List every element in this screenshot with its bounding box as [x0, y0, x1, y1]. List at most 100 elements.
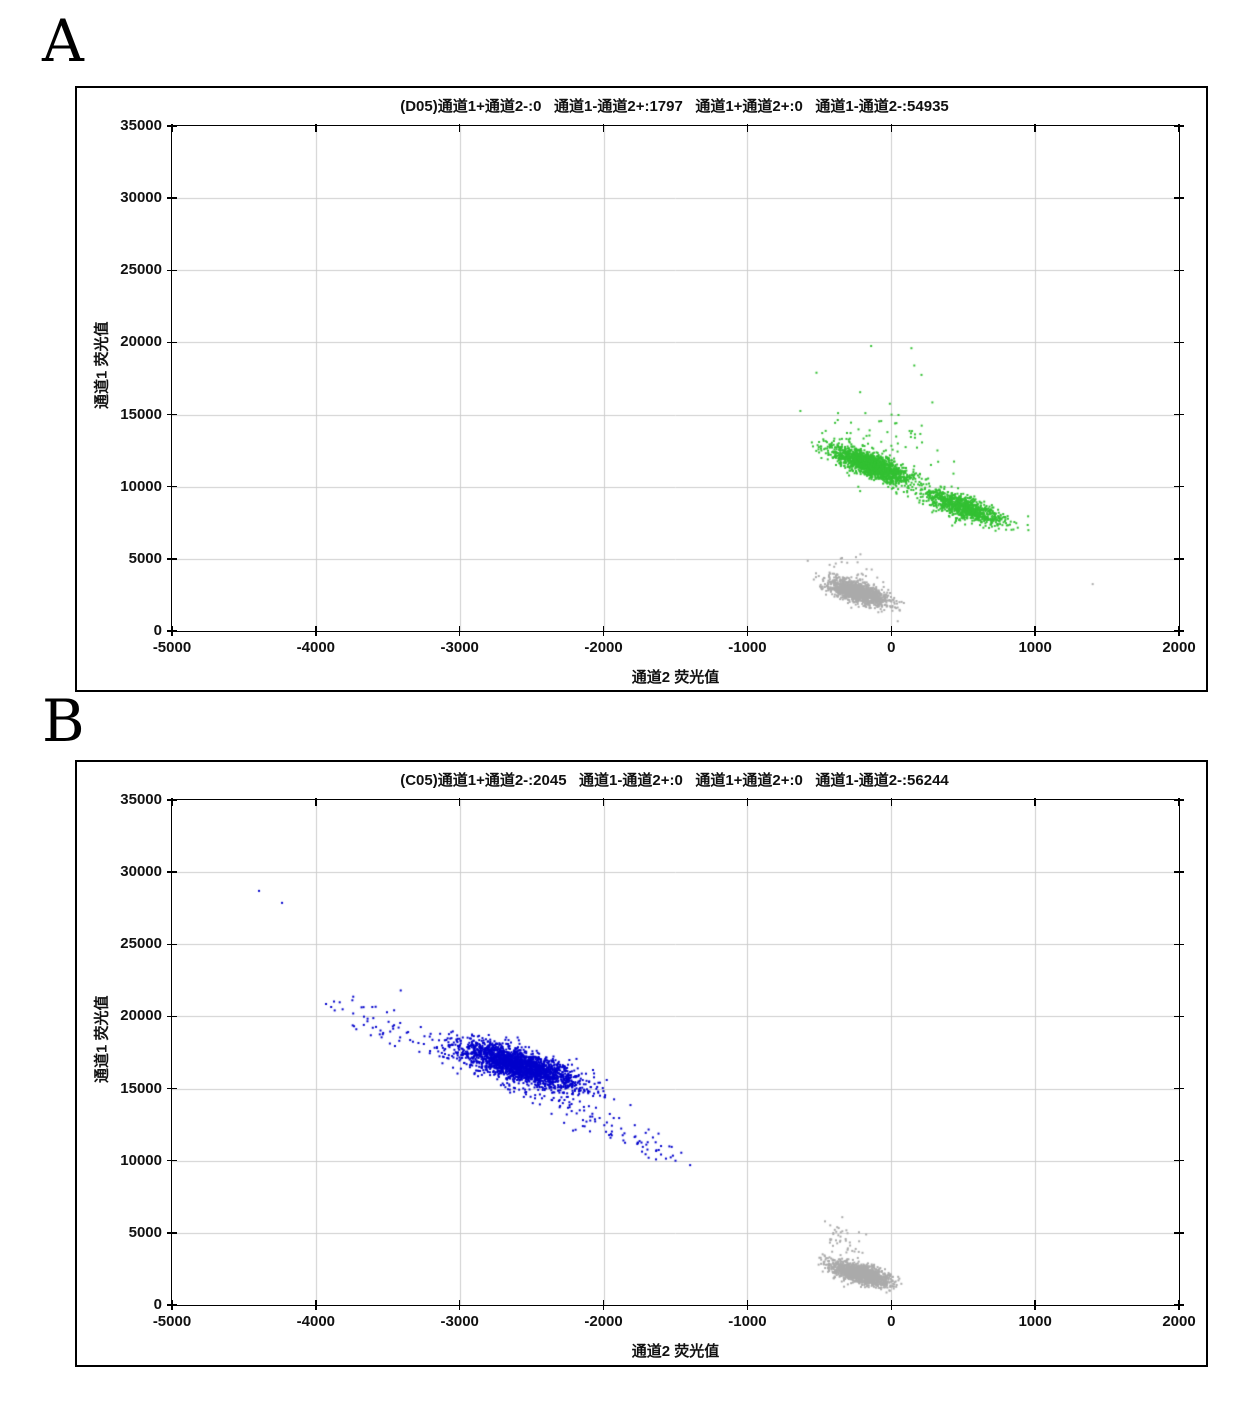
x-tick-label: -5000 [152, 1313, 192, 1330]
x-tick-label: -4000 [296, 639, 336, 656]
x-tick-mark-top [171, 798, 173, 806]
y-tick-mark-right [1174, 1087, 1184, 1090]
x-tick-label: -2000 [584, 1313, 623, 1330]
x-tick-mark [1034, 1300, 1036, 1310]
scatter-canvas-a [172, 126, 1179, 631]
scatter-panel-b: (C05)通道1+通道2-:2045 通道1-通道2+:0 通道1+通道2+:0… [75, 760, 1208, 1367]
x-tick-mark [746, 626, 749, 636]
x-tick-label: 1000 [1018, 1313, 1052, 1330]
y-tick-mark-right [1174, 485, 1184, 488]
x-tick-mark-top [602, 798, 605, 806]
x-tick-mark [315, 626, 317, 636]
y-tick-mark [167, 341, 177, 344]
y-tick-label: 5000 [128, 549, 162, 567]
y-tick-mark-right [1174, 871, 1184, 873]
x-tick-mark [890, 626, 893, 636]
y-tick-mark [167, 1304, 177, 1306]
y-tick-mark-right [1174, 269, 1184, 272]
y-tick-label: 0 [153, 1296, 162, 1313]
panel-a-letter: A [42, 7, 84, 75]
y-tick-mark-right [1174, 1232, 1184, 1234]
x-tick-mark [315, 1300, 317, 1310]
x-tick-mark [458, 1300, 461, 1310]
y-tick-mark [167, 799, 177, 801]
y-tick-mark [167, 485, 177, 488]
x-tick-mark-top [1178, 798, 1180, 806]
y-tick-mark [167, 1232, 177, 1234]
x-tick-mark-top [890, 124, 893, 132]
x-tick-label: -5000 [152, 639, 192, 656]
x-tick-mark-top [1034, 798, 1036, 806]
y-tick-mark-right [1174, 197, 1184, 199]
y-tick-label: 10000 [120, 1151, 162, 1169]
y-tick-mark-right [1174, 630, 1184, 632]
y-tick-mark [167, 413, 177, 416]
x-tick-mark [602, 1300, 605, 1310]
x-tick-label: -1000 [728, 1313, 767, 1330]
chart-title-b: (C05)通道1+通道2-:2045 通道1-通道2+:0 通道1+通道2+:0… [400, 772, 949, 789]
x-tick-label: 2000 [1162, 1313, 1196, 1330]
y-tick-mark [167, 1015, 177, 1018]
y-tick-label: 25000 [120, 935, 162, 953]
x-tick-mark-top [458, 798, 461, 806]
x-tick-mark-top [746, 124, 749, 132]
y-axis-label-a: 通道1 荧光值 [93, 320, 111, 409]
chart-title-a: (D05)通道1+通道2-:0 通道1-通道2+:1797 通道1+通道2+:0… [400, 98, 949, 115]
y-tick-mark [167, 1159, 177, 1162]
x-axis-label-a: 通道2 荧光值 [631, 669, 720, 686]
y-tick-label: 15000 [120, 405, 162, 423]
x-tick-mark-top [458, 124, 461, 132]
x-tick-mark-top [602, 124, 605, 132]
x-tick-mark-top [890, 798, 893, 806]
y-tick-label: 20000 [120, 333, 162, 351]
x-tick-mark [458, 626, 461, 636]
x-tick-label: -3000 [440, 1313, 479, 1330]
x-tick-mark [1034, 626, 1036, 636]
y-tick-mark [167, 197, 177, 199]
x-tick-label: 1000 [1018, 639, 1052, 656]
y-tick-label: 20000 [120, 1007, 162, 1025]
x-tick-mark-top [171, 124, 173, 132]
panel-b-letter: B [42, 687, 85, 755]
y-tick-mark [167, 269, 177, 272]
y-tick-mark [167, 558, 177, 560]
y-tick-mark-right [1174, 1159, 1184, 1162]
y-tick-mark [167, 943, 177, 946]
y-tick-mark-right [1174, 413, 1184, 416]
x-tick-label: 0 [887, 1313, 896, 1330]
y-tick-mark-right [1174, 1015, 1184, 1018]
x-tick-mark-top [315, 798, 317, 806]
x-axis-label-b: 通道2 荧光值 [631, 1343, 720, 1360]
y-tick-label: 15000 [120, 1079, 162, 1097]
y-tick-label: 5000 [128, 1223, 162, 1241]
y-tick-label: 0 [153, 622, 162, 639]
y-tick-label: 35000 [120, 117, 162, 134]
y-tick-mark-right [1174, 558, 1184, 560]
x-tick-mark [746, 1300, 749, 1310]
y-tick-mark [167, 1087, 177, 1090]
x-tick-label: -4000 [296, 1313, 336, 1330]
x-tick-mark [890, 1300, 893, 1310]
y-tick-mark [167, 871, 177, 873]
y-tick-mark-right [1174, 125, 1184, 127]
x-tick-label: -3000 [440, 639, 479, 656]
y-tick-mark-right [1174, 799, 1184, 801]
x-tick-label: -1000 [728, 639, 767, 656]
y-tick-label: 30000 [120, 863, 162, 881]
x-tick-mark-top [746, 798, 749, 806]
x-tick-mark-top [1178, 124, 1180, 132]
plot-area-b: 通道2 荧光值 通道1 荧光值 -5000 -4000 -3000 -2000 -100… [94, 791, 1196, 1360]
scatter-panel-a: (D05)通道1+通道2-:0 通道1-通道2+:1797 通道1+通道2+:0… [75, 86, 1208, 692]
y-tick-label: 35000 [120, 791, 162, 808]
y-tick-label: 30000 [120, 189, 162, 207]
y-tick-mark [167, 125, 177, 127]
x-tick-label: 0 [887, 639, 896, 656]
y-tick-label: 25000 [120, 261, 162, 279]
y-tick-mark-right [1174, 1304, 1184, 1306]
x-tick-mark [602, 626, 605, 636]
scatter-canvas-b [172, 800, 1179, 1305]
x-tick-mark-top [315, 124, 317, 132]
x-tick-mark-top [1034, 124, 1036, 132]
y-tick-mark [167, 630, 177, 632]
